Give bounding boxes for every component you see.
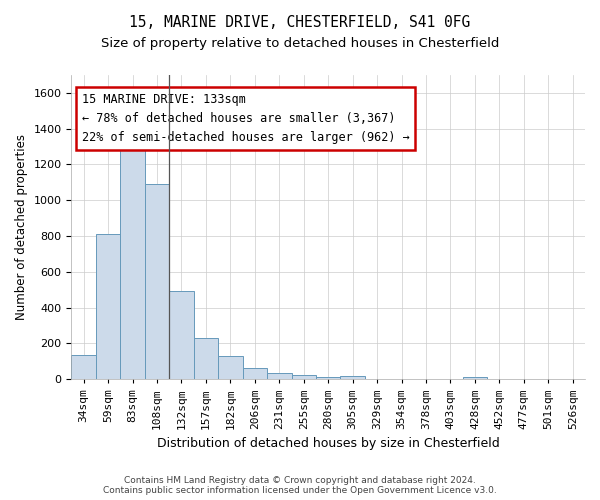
Text: Size of property relative to detached houses in Chesterfield: Size of property relative to detached ho… bbox=[101, 38, 499, 51]
Bar bbox=[194, 338, 218, 379]
Bar bbox=[267, 373, 292, 379]
Bar bbox=[316, 377, 340, 379]
Bar bbox=[71, 355, 96, 379]
Bar bbox=[121, 146, 145, 379]
Text: 15, MARINE DRIVE, CHESTERFIELD, S41 0FG: 15, MARINE DRIVE, CHESTERFIELD, S41 0FG bbox=[130, 15, 470, 30]
Bar bbox=[463, 376, 487, 379]
Text: 15 MARINE DRIVE: 133sqm
← 78% of detached houses are smaller (3,367)
22% of semi: 15 MARINE DRIVE: 133sqm ← 78% of detache… bbox=[82, 93, 409, 144]
Y-axis label: Number of detached properties: Number of detached properties bbox=[15, 134, 28, 320]
X-axis label: Distribution of detached houses by size in Chesterfield: Distribution of detached houses by size … bbox=[157, 437, 500, 450]
Bar bbox=[242, 368, 267, 379]
Bar bbox=[169, 292, 194, 379]
Bar bbox=[292, 375, 316, 379]
Text: Contains HM Land Registry data © Crown copyright and database right 2024.
Contai: Contains HM Land Registry data © Crown c… bbox=[103, 476, 497, 495]
Bar bbox=[218, 356, 242, 379]
Bar bbox=[145, 184, 169, 379]
Bar bbox=[96, 234, 121, 379]
Bar bbox=[340, 376, 365, 379]
